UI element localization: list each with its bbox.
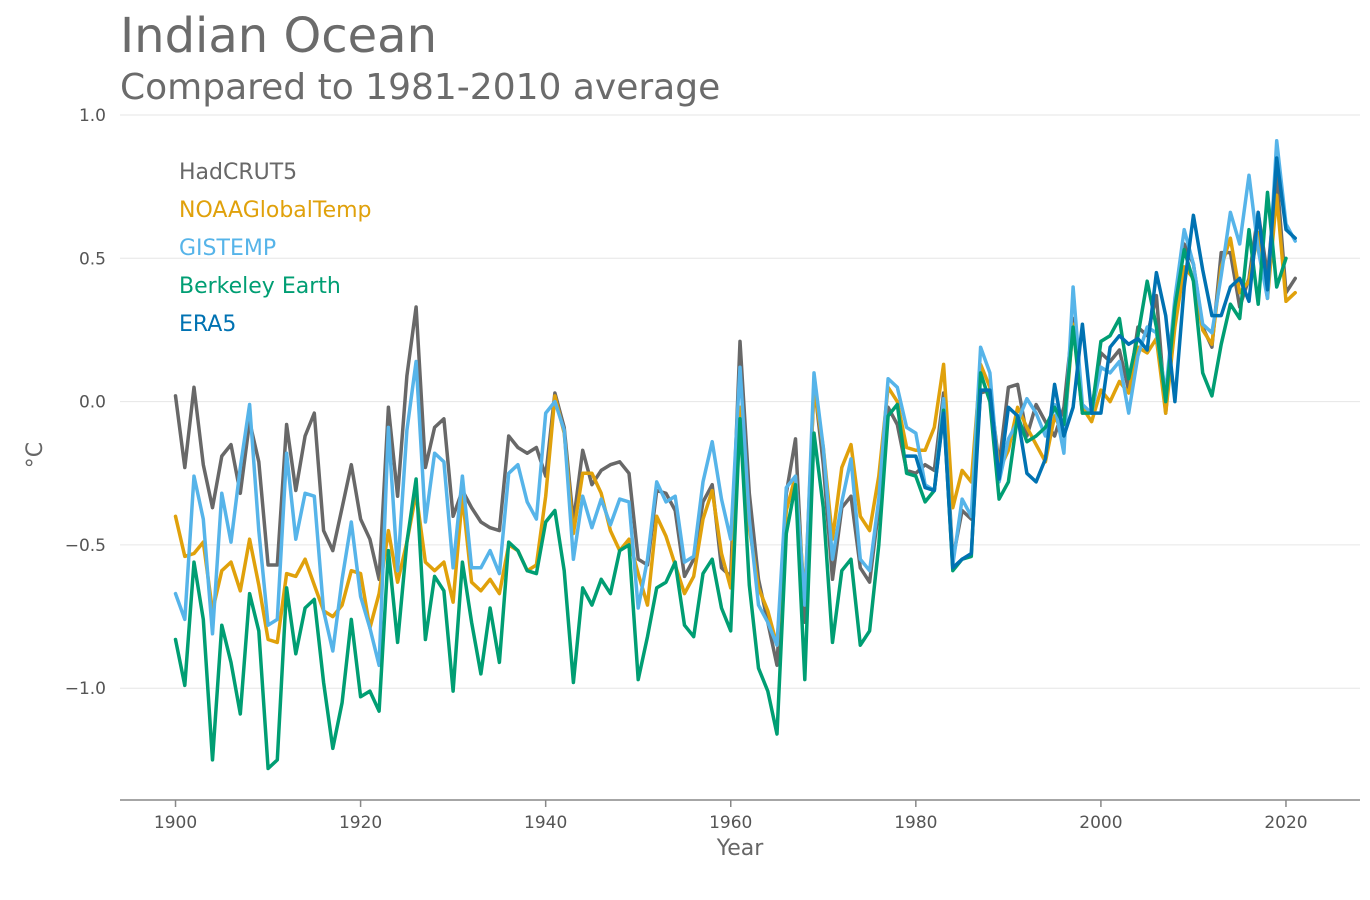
legend-entry-berkeley-earth: Berkeley Earth — [179, 274, 341, 299]
legend: HadCRUT5 NOAAGlobalTemp GISTEMP Berkeley Ea… — [179, 160, 372, 337]
x-tick-label: 1900 — [154, 813, 197, 833]
y-tick-label: −0.5 — [65, 536, 106, 556]
x-tick-label: 1940 — [524, 813, 567, 833]
series-lines — [173, 139, 1297, 771]
legend-entry-noaaglobaltemp: NOAAGlobalTemp — [179, 198, 372, 223]
y-axis-label: °C — [23, 442, 48, 468]
legend-entry-era5: ERA5 — [179, 312, 236, 337]
x-tick-label: 1920 — [339, 813, 382, 833]
y-tick-label: −1.0 — [65, 679, 106, 699]
chart-subtitle: Compared to 1981-2010 average — [120, 67, 721, 108]
y-tick-label: 0.5 — [79, 249, 106, 269]
x-tick-label: 1980 — [894, 813, 937, 833]
chart-title: Indian Ocean — [120, 8, 438, 64]
gridlines — [120, 114, 1360, 689]
x-axis-label: Year — [716, 836, 765, 861]
series-line-gistemp — [173, 139, 1297, 668]
legend-entry-gistemp: GISTEMP — [179, 236, 276, 261]
series-line-hadcrut5 — [173, 173, 1297, 668]
series-line-era5 — [904, 156, 1297, 570]
y-tick-label: 0.0 — [79, 393, 106, 413]
x-tick-label: 1960 — [709, 813, 752, 833]
series-line-berkeley-earth — [173, 190, 1288, 771]
x-tick-label: 2000 — [1079, 813, 1122, 833]
legend-entry-hadcrut5: HadCRUT5 — [179, 160, 297, 185]
axes: 1.0 0.5 0.0 −0.5 −1.0 1900 1920 1940 1960 1980 200… — [65, 106, 1360, 833]
y-tick-label: 1.0 — [79, 106, 106, 126]
x-tick-label: 2020 — [1264, 813, 1307, 833]
